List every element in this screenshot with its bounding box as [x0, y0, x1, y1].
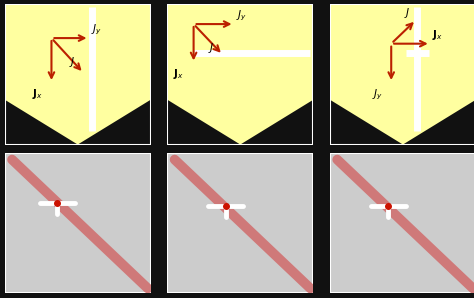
Text: $J$: $J$: [208, 41, 215, 55]
Text: $J_y$: $J_y$: [372, 87, 383, 102]
Polygon shape: [5, 4, 151, 145]
Text: $\mathbf{J}_x$: $\mathbf{J}_x$: [432, 28, 443, 42]
Text: $\mathbf{J}_x$: $\mathbf{J}_x$: [33, 87, 43, 101]
Text: $J_y$: $J_y$: [91, 22, 102, 37]
Polygon shape: [330, 4, 474, 145]
Polygon shape: [167, 4, 313, 145]
Text: $\mathbf{J}_x$: $\mathbf{J}_x$: [173, 68, 184, 81]
Text: $J$: $J$: [69, 55, 75, 69]
Text: $J$: $J$: [404, 6, 411, 20]
Text: $J_y$: $J_y$: [236, 8, 247, 23]
